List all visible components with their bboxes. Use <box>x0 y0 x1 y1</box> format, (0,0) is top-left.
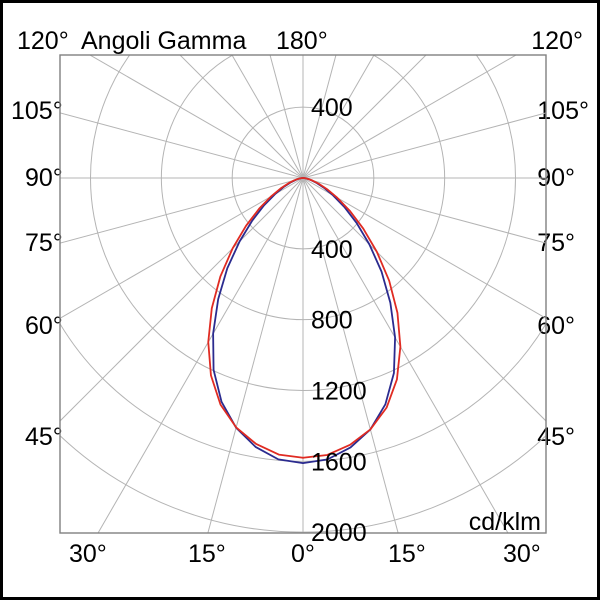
axis-label-right-75: 75° <box>537 229 575 257</box>
axis-label-left-90: 90° <box>25 164 63 192</box>
axis-label-bottom-30-right: 30° <box>503 540 541 568</box>
axis-label-left-105: 105° <box>11 97 63 125</box>
svg-text:400: 400 <box>311 236 353 264</box>
intensity-curves <box>207 177 402 464</box>
svg-text:1600: 1600 <box>311 448 367 476</box>
axis-label-right-45: 45° <box>537 423 575 451</box>
axis-label-left-75: 75° <box>25 229 63 257</box>
polar-plot: 400 800 1200 1600 2000 400 cd/klm <box>59 54 547 547</box>
axis-label-top-center-180: 180° <box>276 27 328 55</box>
axis-label-bottom-15-left: 15° <box>188 540 226 568</box>
svg-text:400: 400 <box>311 94 353 122</box>
axis-label-bottom-30-left: 30° <box>69 540 107 568</box>
chart-title: Angoli Gamma <box>81 27 247 55</box>
axis-label-top-right-120: 120° <box>531 27 583 55</box>
unit-label: cd/klm <box>469 508 541 536</box>
axis-label-bottom-0: 0° <box>291 540 315 568</box>
axis-label-left-60: 60° <box>25 312 63 340</box>
polar-grid <box>60 55 546 533</box>
plot-frame <box>59 54 547 534</box>
svg-text:800: 800 <box>311 307 353 335</box>
svg-text:1200: 1200 <box>311 378 367 406</box>
axis-label-right-60: 60° <box>537 312 575 340</box>
axis-label-top-left-120: 120° <box>17 27 69 55</box>
axis-label-bottom-15-right: 15° <box>388 540 426 568</box>
radial-tick-labels: 400 800 1200 1600 2000 400 <box>311 94 367 547</box>
svg-text:2000: 2000 <box>311 519 367 547</box>
axis-label-left-45: 45° <box>25 423 63 451</box>
